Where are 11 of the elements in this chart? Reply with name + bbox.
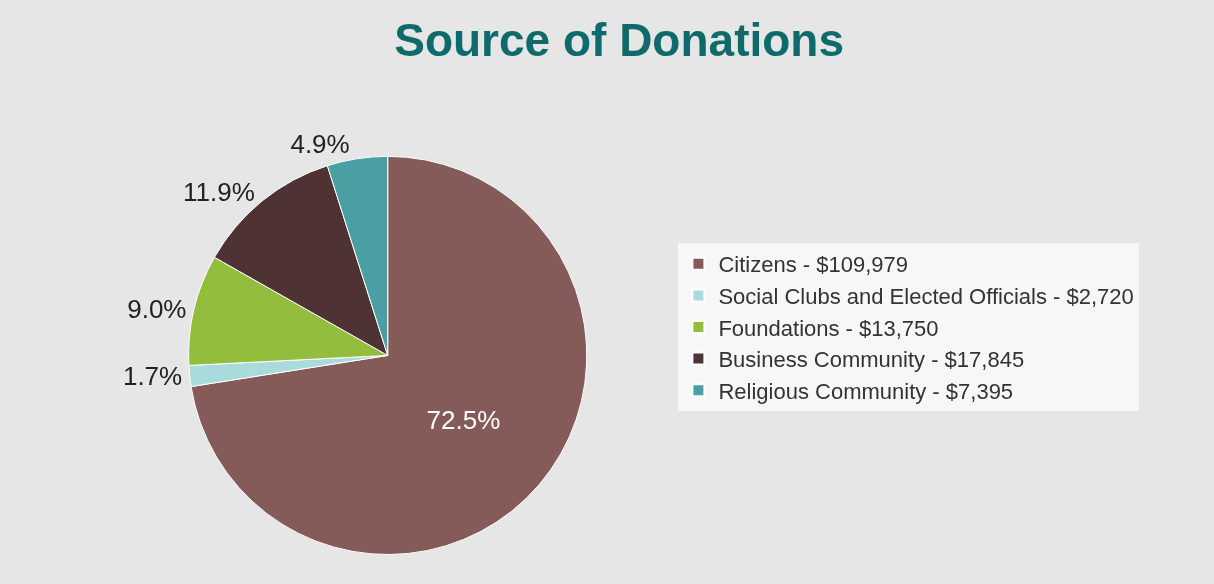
chart-title: Source of Donations bbox=[394, 13, 845, 66]
data-label: 4.9% bbox=[290, 129, 350, 160]
data-label: 1.7% bbox=[122, 361, 183, 392]
data-label: 9.0% bbox=[127, 293, 187, 324]
legend-label: Religious Community - $7,395 bbox=[718, 378, 1014, 404]
legend-label: Business Community - $17,845 bbox=[718, 347, 1025, 373]
data-label: 72.5% bbox=[426, 405, 501, 436]
legend-label: Foundations - $13,750 bbox=[718, 315, 939, 341]
legend-label: Social Clubs and Elected Officials - $2,720 bbox=[718, 283, 1134, 309]
data-label: 11.9% bbox=[182, 176, 255, 207]
legend-label: Citizens - $109,979 bbox=[718, 252, 908, 278]
